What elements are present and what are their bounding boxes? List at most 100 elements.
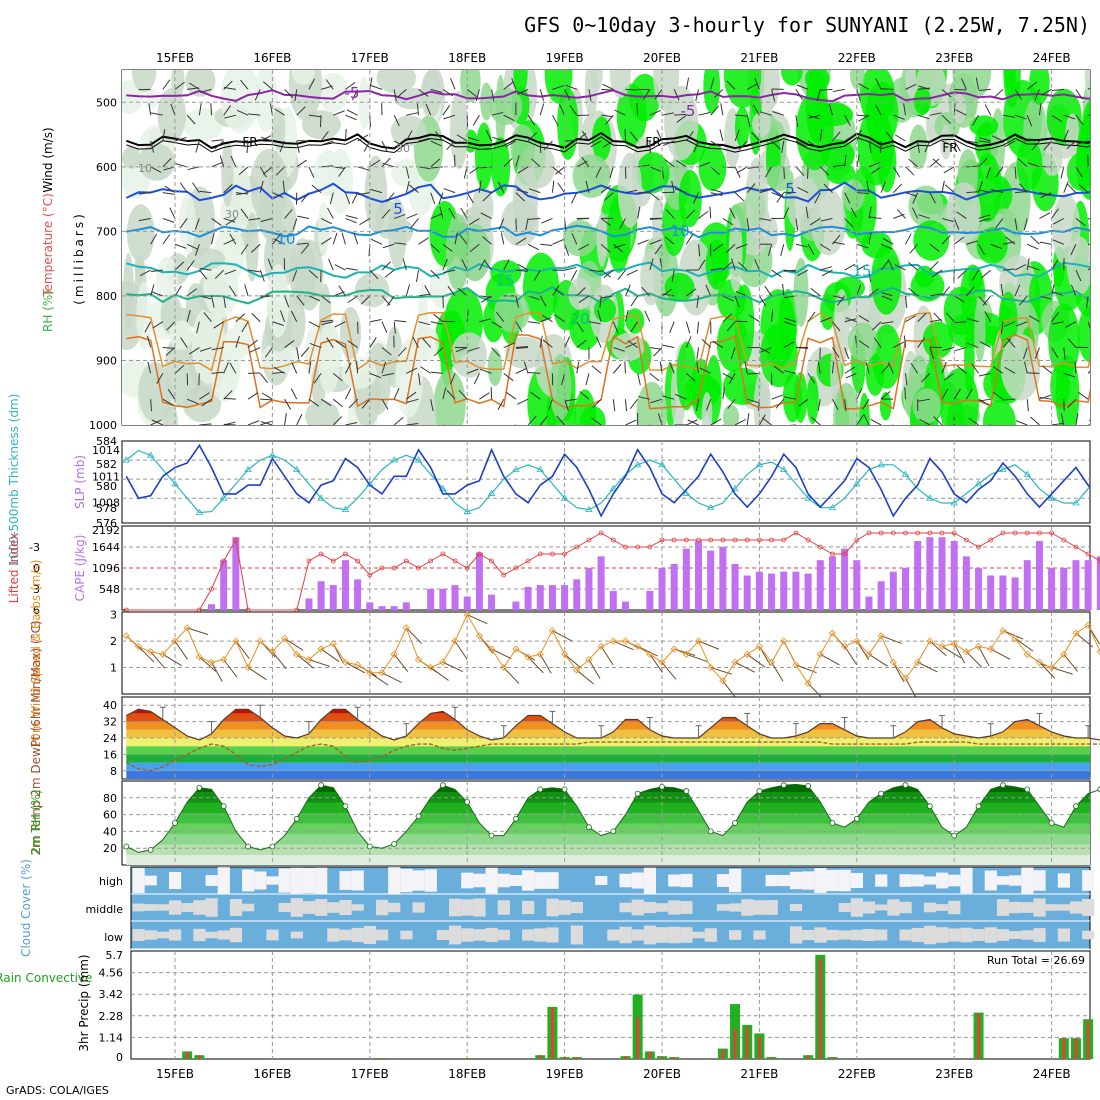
rh2m-point <box>415 813 422 820</box>
wind-barb <box>194 218 200 230</box>
wind-barb <box>420 366 431 374</box>
li-point <box>440 551 446 557</box>
wind10m-barb <box>588 659 601 679</box>
cloud-cell <box>936 904 949 911</box>
wind-barb <box>394 242 407 245</box>
rh2m-point <box>269 843 276 850</box>
wind-barb <box>591 365 602 374</box>
cloud-cell <box>400 868 413 893</box>
cloud-cell <box>339 929 352 941</box>
wind-barb <box>1051 321 1064 325</box>
thickness-point <box>171 480 179 487</box>
wind10m-barb <box>722 680 737 699</box>
wind-barb <box>953 388 961 400</box>
wind-barb <box>326 337 334 348</box>
wind-barb <box>941 217 954 223</box>
cloud-cell <box>911 927 924 943</box>
cloud-cell <box>242 869 255 892</box>
wind-barb <box>308 321 320 328</box>
wind-barb <box>764 285 772 297</box>
wind10m-point <box>1035 658 1043 666</box>
wind-barb <box>260 217 273 222</box>
cape-bar <box>427 588 435 610</box>
wind-barb <box>844 263 856 271</box>
wind-barb <box>442 295 444 308</box>
wind-barb <box>588 269 601 272</box>
precip-convective-bar <box>636 1017 640 1059</box>
rh-shade-cell <box>728 214 743 293</box>
wind-barb <box>1075 218 1086 227</box>
li-point <box>209 586 214 592</box>
wind-barb <box>654 89 663 100</box>
wind-barb <box>406 422 419 425</box>
rh2m-point <box>659 783 665 790</box>
wind-barb <box>1027 265 1040 271</box>
wind-barb <box>357 166 370 171</box>
wind-barb <box>965 286 975 297</box>
wind-barb <box>174 364 185 374</box>
axis-tick-label: 1014 <box>92 444 120 457</box>
thickness-point <box>950 499 958 506</box>
wind-barb <box>868 140 872 153</box>
wind10m-point <box>354 661 362 669</box>
wind-barb <box>381 398 389 410</box>
wind-barb <box>734 295 740 308</box>
cloud-cell <box>753 900 766 915</box>
wind-barb <box>198 269 208 280</box>
thickness-point <box>974 480 983 487</box>
bottom-date-label: 20FEB <box>643 1067 681 1081</box>
wind-barb <box>442 105 451 116</box>
cloud-cell <box>278 868 291 893</box>
rh2m-point <box>245 843 251 850</box>
wind-barb <box>1040 88 1052 96</box>
li-point <box>635 544 641 550</box>
cloud-cell <box>546 927 559 943</box>
cloud-cell <box>388 867 401 894</box>
wind-barb <box>1087 87 1090 90</box>
cape-bar <box>841 548 849 610</box>
wind10m-point <box>707 663 715 672</box>
cloud-cell <box>729 868 742 893</box>
thickness-point <box>1072 499 1080 506</box>
wind-barb <box>247 339 258 348</box>
precip-convective-bar <box>575 1057 579 1059</box>
wind10m-barb <box>880 635 902 645</box>
rh-shade-cell <box>572 154 611 198</box>
cloud-cell <box>363 926 376 944</box>
cloud-cell <box>789 871 803 890</box>
wind-barb <box>162 157 172 168</box>
thickness-point <box>731 484 739 492</box>
wind-barb <box>880 181 886 193</box>
wind-barb <box>480 212 492 219</box>
rh-shade-cell <box>782 372 803 423</box>
wind10m-barb <box>1051 667 1073 675</box>
li-point <box>1000 530 1006 536</box>
wind-barb <box>578 243 590 251</box>
cape-bar <box>743 575 751 610</box>
bottom-date-axis: 15FEB 16FEB 17FEB 18FEB 19FEB 20FEB 21FEB 22FEB… <box>156 1067 1071 1081</box>
wind-barb <box>832 347 840 358</box>
wind-barb <box>820 88 833 91</box>
bottom-date-label: 17FEB <box>351 1067 389 1081</box>
cloud-cell <box>777 874 790 887</box>
thickness-point <box>853 480 861 487</box>
precip-convective-bar <box>563 1057 567 1059</box>
wind10m-point <box>1084 621 1092 629</box>
wind-barb <box>850 207 858 219</box>
wind-barb <box>760 347 772 353</box>
cape-bar <box>853 560 861 610</box>
wind-barb <box>971 269 979 281</box>
precip-convective-bar <box>1074 1038 1078 1059</box>
li-point <box>732 537 738 543</box>
wind-barb <box>664 236 675 245</box>
cape-bar <box>682 548 690 610</box>
wind-barb <box>685 336 692 348</box>
wind-barb <box>612 321 619 334</box>
cape-bar <box>451 585 459 610</box>
wind-barb <box>433 347 444 357</box>
wind-barb <box>223 238 235 245</box>
wind-barb <box>727 398 736 410</box>
li-point <box>647 544 653 550</box>
cloud-cell <box>631 929 644 941</box>
wind-barb <box>1003 398 1016 401</box>
